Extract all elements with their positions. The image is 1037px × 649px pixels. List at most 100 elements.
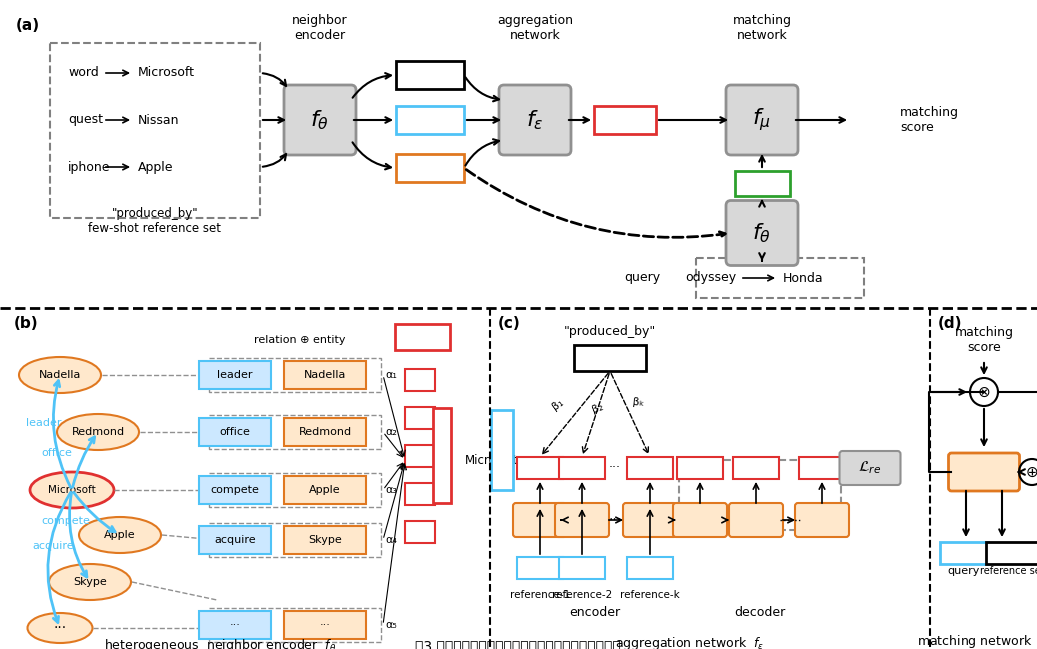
FancyBboxPatch shape — [673, 503, 727, 537]
Bar — [199, 611, 271, 639]
Text: (d): (d) — [938, 316, 962, 331]
Text: neighbor
encoder: neighbor encoder — [292, 14, 347, 42]
Ellipse shape — [28, 613, 92, 643]
Text: α₁: α₁ — [385, 370, 397, 380]
Text: matching network  $f_{\mu}$: matching network $f_{\mu}$ — [918, 634, 1037, 649]
Text: (a): (a) — [16, 18, 40, 33]
Bar — [405, 521, 435, 543]
Bar — [209, 358, 381, 392]
Text: matching
score: matching score — [900, 106, 959, 134]
Text: reference set: reference set — [980, 566, 1037, 576]
Bar — [284, 611, 366, 639]
FancyBboxPatch shape — [513, 503, 567, 537]
Bar — [284, 476, 366, 504]
Bar — [199, 526, 271, 554]
Text: β₁: β₁ — [551, 398, 565, 412]
Text: $f_\theta$: $f_\theta$ — [310, 108, 330, 132]
Bar — [734, 171, 789, 195]
Bar — [394, 324, 449, 350]
Bar — [517, 457, 563, 479]
Ellipse shape — [30, 472, 114, 508]
Text: Skype: Skype — [308, 535, 342, 545]
Text: matching
network: matching network — [732, 14, 791, 42]
Bar — [559, 457, 605, 479]
Bar — [574, 345, 646, 371]
Bar — [209, 523, 381, 557]
Text: α₂: α₂ — [385, 427, 397, 437]
Bar — [284, 526, 366, 554]
Text: office: office — [41, 448, 73, 458]
Text: "produced_by": "produced_by" — [112, 206, 198, 219]
Text: Apple: Apple — [138, 160, 173, 173]
Bar — [209, 473, 381, 507]
Text: few-shot reference set: few-shot reference set — [88, 221, 222, 234]
FancyBboxPatch shape — [729, 503, 783, 537]
Text: Redmond: Redmond — [72, 427, 124, 437]
Text: ···: ··· — [609, 461, 621, 474]
Text: LSTM: LSTM — [686, 515, 713, 525]
FancyBboxPatch shape — [949, 453, 1019, 491]
FancyBboxPatch shape — [795, 503, 849, 537]
Bar — [284, 418, 366, 446]
Bar — [433, 408, 451, 502]
Bar — [209, 415, 381, 449]
Bar — [209, 608, 381, 642]
FancyBboxPatch shape — [726, 85, 798, 155]
Text: Apple: Apple — [104, 530, 136, 540]
Text: (c): (c) — [498, 316, 521, 331]
Text: compete: compete — [41, 515, 90, 526]
Text: reference-k: reference-k — [620, 590, 680, 600]
Bar — [677, 457, 723, 479]
Text: relation ⊕ entity: relation ⊕ entity — [254, 335, 345, 345]
Text: LSTM: LSTM — [637, 515, 663, 525]
Text: compete: compete — [211, 485, 259, 495]
Bar — [396, 61, 464, 89]
Bar — [594, 106, 656, 134]
Text: iphone: iphone — [68, 160, 111, 173]
Bar — [733, 457, 779, 479]
Text: (b): (b) — [15, 316, 38, 331]
Bar — [679, 460, 841, 530]
Text: βₖ: βₖ — [632, 397, 644, 408]
Text: LSTM: LSTM — [809, 515, 835, 525]
Bar — [627, 557, 673, 579]
FancyBboxPatch shape — [840, 451, 900, 485]
Text: query: query — [624, 271, 660, 284]
Text: ···: ··· — [319, 620, 331, 630]
Text: decoder: decoder — [734, 606, 786, 618]
Text: quest: quest — [68, 114, 103, 127]
Text: ···: ··· — [609, 513, 621, 527]
Bar — [798, 457, 845, 479]
Text: leader: leader — [217, 370, 253, 380]
Bar — [396, 154, 464, 182]
Bar — [405, 407, 435, 429]
Bar — [405, 445, 435, 467]
Text: matching
score: matching score — [954, 326, 1013, 354]
Text: $f_\theta$: $f_\theta$ — [753, 221, 772, 245]
FancyBboxPatch shape — [555, 503, 609, 537]
Bar — [199, 418, 271, 446]
Text: Microsoft: Microsoft — [465, 454, 518, 467]
Text: β₂: β₂ — [591, 401, 606, 415]
Text: aggregation network  $f_{\epsilon}$: aggregation network $f_{\epsilon}$ — [615, 635, 764, 649]
Text: α₃: α₃ — [385, 485, 397, 495]
Bar — [696, 258, 864, 298]
Bar — [50, 42, 260, 217]
Bar — [940, 542, 988, 564]
Ellipse shape — [79, 517, 161, 553]
Text: "produced_by": "produced_by" — [564, 326, 656, 339]
Text: LSTM: LSTM — [968, 465, 1001, 478]
Text: Microsoft: Microsoft — [48, 485, 95, 495]
FancyBboxPatch shape — [726, 201, 798, 265]
Text: aggregation
network: aggregation network — [497, 14, 573, 42]
Text: encoder: encoder — [569, 606, 620, 618]
Text: Nissan: Nissan — [138, 114, 179, 127]
Bar — [199, 476, 271, 504]
Text: α₅: α₅ — [385, 620, 397, 630]
Text: ···: ··· — [54, 621, 66, 635]
Text: ⊗: ⊗ — [978, 384, 990, 400]
Text: LSTM: LSTM — [569, 515, 595, 525]
Text: $\mathcal{L}_{re}$: $\mathcal{L}_{re}$ — [859, 459, 881, 476]
Text: Honda: Honda — [783, 271, 823, 284]
Text: 图3 京东数科自研基于小样本学习的知识图谱补全算法: 图3 京东数科自研基于小样本学习的知识图谱补全算法 — [415, 639, 621, 649]
